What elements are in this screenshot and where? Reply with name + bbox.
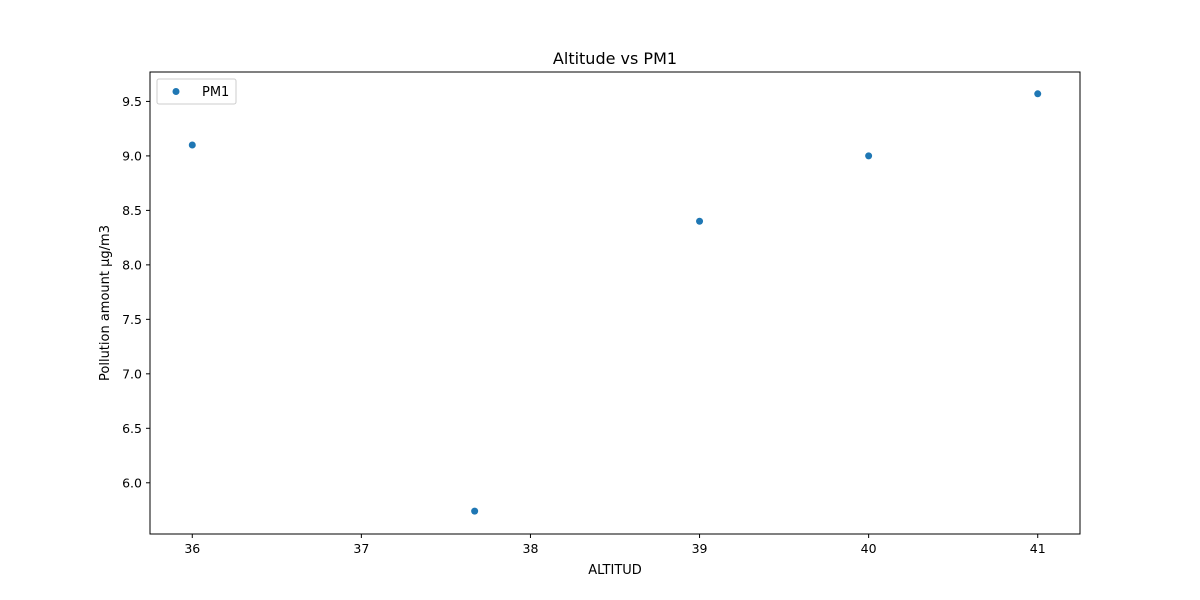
- y-tick-label: 8.5: [122, 203, 142, 218]
- x-tick-label: 36: [184, 541, 200, 556]
- data-point: [188, 141, 196, 149]
- x-axis-label: ALTITUD: [588, 563, 642, 578]
- x-tick-label: 38: [523, 541, 539, 556]
- plot-area-frame: [149, 71, 1081, 535]
- data-point: [696, 217, 704, 225]
- points-layer: [188, 90, 1042, 515]
- legend-marker: [172, 88, 180, 95]
- x-tick-label: 37: [353, 541, 369, 556]
- y-tick-label: 9.0: [122, 148, 142, 163]
- x-tick-label: 39: [692, 541, 708, 556]
- x-tick-label: 40: [861, 541, 877, 556]
- ticks-layer: 36 37 38 39 40 41 6.0 6.5 7.0 7.5 8.0 8.5 9.0 9.5: [122, 94, 1046, 556]
- y-tick-label: 6.0: [122, 475, 142, 490]
- legend-box: [156, 78, 237, 105]
- y-tick-label: 7.5: [122, 312, 142, 327]
- y-tick-label: 7.0: [122, 366, 142, 381]
- data-point: [865, 152, 873, 160]
- data-point: [1034, 90, 1042, 98]
- x-tick-label: 41: [1030, 541, 1046, 556]
- y-tick-label: 8.0: [122, 257, 142, 272]
- chart-title: Altitude vs PM1: [553, 49, 677, 68]
- legend: PM1: [156, 78, 237, 105]
- legend-label-pm1: PM1: [202, 85, 229, 100]
- y-axis-label: Pollution amount µg/m3: [98, 225, 113, 381]
- data-point: [471, 507, 479, 515]
- y-tick-label: 6.5: [122, 421, 142, 436]
- y-tick-label: 9.5: [122, 94, 142, 109]
